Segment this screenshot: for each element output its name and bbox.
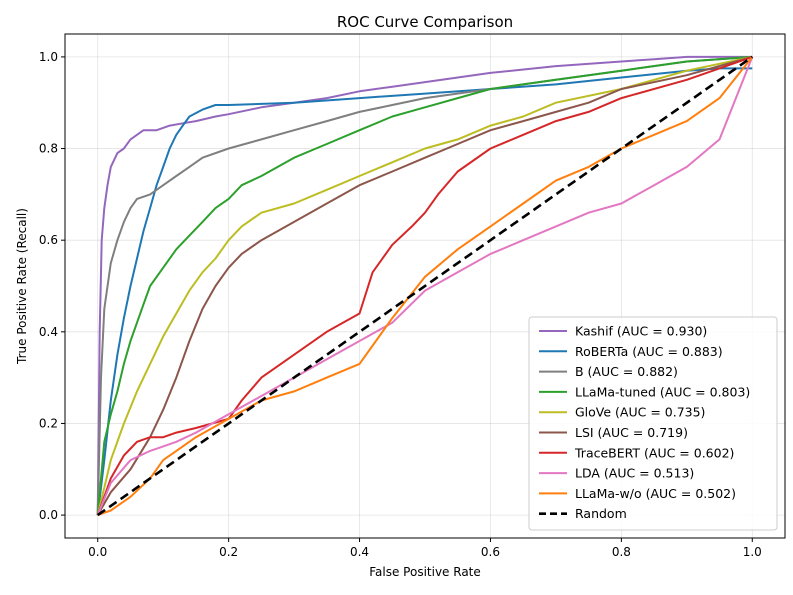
plot-frame — [64, 33, 786, 539]
legend-label: LDA (AUC = 0.513) — [575, 466, 694, 481]
legend-label: Kashif (AUC = 0.930) — [575, 324, 707, 339]
legend-label: RoBERTa (AUC = 0.883) — [575, 344, 723, 359]
x-tick-label: 0.6 — [481, 545, 500, 559]
x-tick-label: 0.4 — [350, 545, 369, 559]
legend-label: LSI (AUC = 0.719) — [575, 425, 688, 440]
chart-title: ROC Curve Comparison — [337, 13, 513, 31]
y-tick-label: 0.2 — [39, 416, 58, 430]
y-tick-label: 1.0 — [39, 50, 58, 64]
legend-label: B (AUC = 0.882) — [575, 364, 678, 379]
legend-label: LLaMa-w/o (AUC = 0.502) — [575, 486, 736, 501]
grid-lines — [65, 34, 785, 538]
series-lines — [96, 55, 754, 517]
legend-label: LLaMa-tuned (AUC = 0.803) — [575, 384, 750, 399]
series-line-roberta — [96, 67, 753, 516]
x-axis-label: False Positive Rate — [369, 565, 481, 579]
legend-label: Random — [575, 506, 627, 521]
legend-label: GloVe (AUC = 0.735) — [575, 405, 705, 420]
y-tick-label: 0.8 — [39, 142, 58, 156]
series-line-llama-tuned — [96, 55, 753, 516]
y-tick-label: 0.4 — [39, 325, 58, 339]
legend: Kashif (AUC = 0.930) RoBERTa (AUC = 0.883… — [528, 316, 778, 531]
x-tick-label: 0.2 — [219, 545, 238, 559]
axis-ticks: 0.0 0.2 0.4 0.6 0.8 1.0 0.0 0.2 0.4 0.6 0.8 1.0 — [39, 50, 762, 559]
x-tick-label: 0.8 — [612, 545, 631, 559]
series-line-glove — [96, 55, 753, 516]
x-tick-label: 1.0 — [743, 545, 762, 559]
y-axis-label: True Positive Rate (Recall) — [15, 208, 29, 365]
legend-label: TraceBERT (AUC = 0.602) — [574, 445, 734, 460]
legend-box — [528, 316, 778, 531]
series-line-kashif — [96, 55, 753, 516]
series-line-tracebert — [96, 55, 753, 516]
x-tick-label: 0.0 — [88, 545, 107, 559]
series-line-random — [96, 55, 754, 517]
series-line-lsi — [96, 55, 753, 516]
y-tick-label: 0.0 — [39, 508, 58, 522]
series-line-lda — [96, 56, 754, 516]
y-tick-label: 0.6 — [39, 233, 58, 247]
